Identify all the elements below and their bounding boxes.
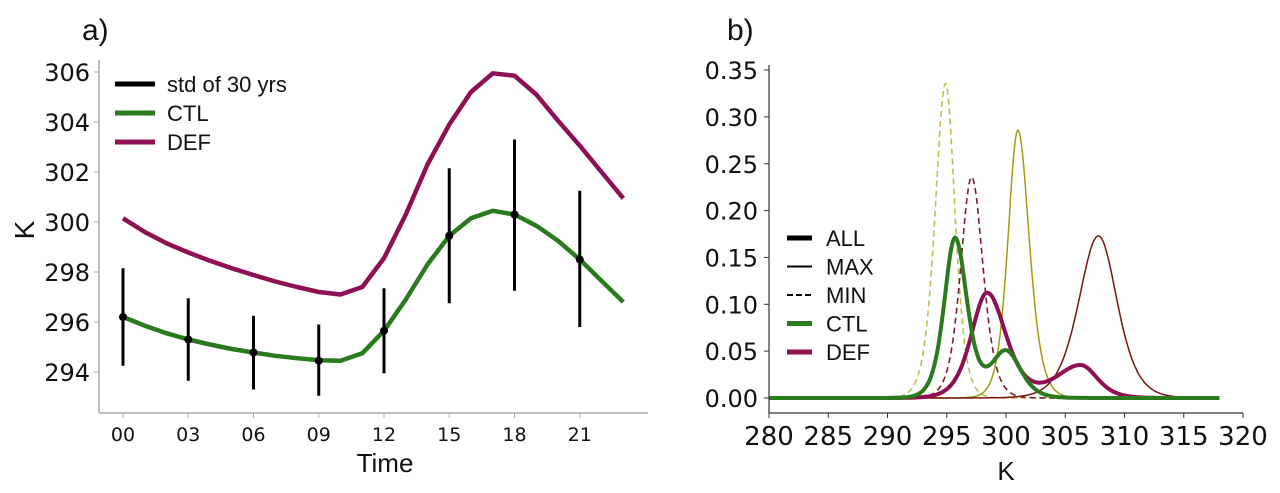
panel-a-x-ticks: 00 03 06 09 12 15 18 21 xyxy=(111,413,592,446)
panel-b-x-axis-title: K xyxy=(997,456,1015,486)
x-tick-label: 21 xyxy=(568,424,592,446)
panel-a-legend: std of 30 yrs CTL DEF xyxy=(115,72,287,155)
series-line-ctl xyxy=(122,208,625,364)
legend-label-min: MIN xyxy=(826,283,866,308)
panel-a-chart: a) 00 03 06 09 12 15 18 21 294 296 298 300 302 304 30… xyxy=(9,14,648,478)
error-bar-point xyxy=(575,255,584,264)
x-tick-label: 15 xyxy=(437,424,461,446)
legend-label-def: DEF xyxy=(826,340,870,365)
y-tick-label: 0.15 xyxy=(705,244,758,272)
x-tick-label: 280 xyxy=(744,422,794,452)
x-tick-label: 310 xyxy=(1100,422,1150,452)
y-tick-label: 0.20 xyxy=(705,198,758,226)
error-bar-point xyxy=(445,231,454,240)
panel-b-label: b) xyxy=(727,14,754,47)
panel-a-label: a) xyxy=(82,14,109,47)
x-tick-label: 12 xyxy=(372,424,396,446)
panel-a-x-axis-title: Time xyxy=(357,448,414,478)
panel-b-plot-area xyxy=(768,82,1221,400)
series-line-def xyxy=(121,71,626,297)
y-tick-label: 302 xyxy=(44,159,90,187)
legend-label-all: ALL xyxy=(826,226,865,251)
y-tick-label: 0.05 xyxy=(705,338,758,366)
error-bar-point xyxy=(184,335,193,344)
x-tick-label: 00 xyxy=(111,424,135,446)
error-bar-point xyxy=(380,326,388,335)
y-tick-label: 298 xyxy=(44,259,90,287)
legend-label-ctl: CTL xyxy=(826,312,868,337)
panel-b-y-ticks: 0.00 0.05 0.10 0.15 0.20 0.25 0.30 0.35 xyxy=(705,57,769,413)
series-line-ctl-all xyxy=(768,235,1221,400)
panel-b-legend: ALL MAX MIN CTL DEF xyxy=(787,226,874,365)
panel-b-x-ticks: 280 285 290 295 300 305 310 315 320 xyxy=(744,413,1268,452)
legend-label-max: MAX xyxy=(826,255,874,280)
error-bar-point xyxy=(510,210,519,219)
y-tick-label: 306 xyxy=(44,59,90,87)
x-tick-label: 285 xyxy=(803,422,853,452)
x-tick-label: 315 xyxy=(1159,422,1209,452)
legend-label-def: DEF xyxy=(167,130,211,155)
panel-a-y-axis-title: K xyxy=(9,220,40,239)
y-tick-label: 0.30 xyxy=(705,104,758,132)
y-tick-label: 304 xyxy=(44,109,90,137)
error-bar-point xyxy=(119,313,127,321)
legend-label-std-of-30-yrs: std of 30 yrs xyxy=(167,72,287,97)
x-tick-label: 09 xyxy=(307,424,331,446)
x-tick-label: 305 xyxy=(1040,422,1090,452)
panel-a-plot-area xyxy=(119,71,626,396)
error-bar-point xyxy=(314,356,323,365)
x-tick-label: 18 xyxy=(502,424,526,446)
y-tick-label: 0.35 xyxy=(705,57,758,85)
error-bar-point xyxy=(249,348,258,357)
y-tick-label: 0.00 xyxy=(705,385,758,413)
x-tick-label: 290 xyxy=(863,422,913,452)
panel-a-y-ticks: 294 296 298 300 302 304 306 xyxy=(44,59,99,387)
y-tick-label: 300 xyxy=(44,209,90,237)
y-tick-label: 296 xyxy=(44,309,90,337)
x-tick-label: 295 xyxy=(922,422,972,452)
x-tick-label: 06 xyxy=(241,424,265,446)
legend-label-ctl: CTL xyxy=(167,101,209,126)
x-tick-label: 320 xyxy=(1218,422,1268,452)
x-tick-label: 300 xyxy=(981,422,1031,452)
y-tick-label: 0.25 xyxy=(705,151,758,179)
y-tick-label: 294 xyxy=(44,359,90,387)
x-tick-label: 03 xyxy=(176,424,200,446)
panel-b-chart: b) 280 285 290 295 300 305 310 315 320 0.000.050… xyxy=(705,14,1268,486)
y-tick-label: 0.10 xyxy=(705,291,758,319)
